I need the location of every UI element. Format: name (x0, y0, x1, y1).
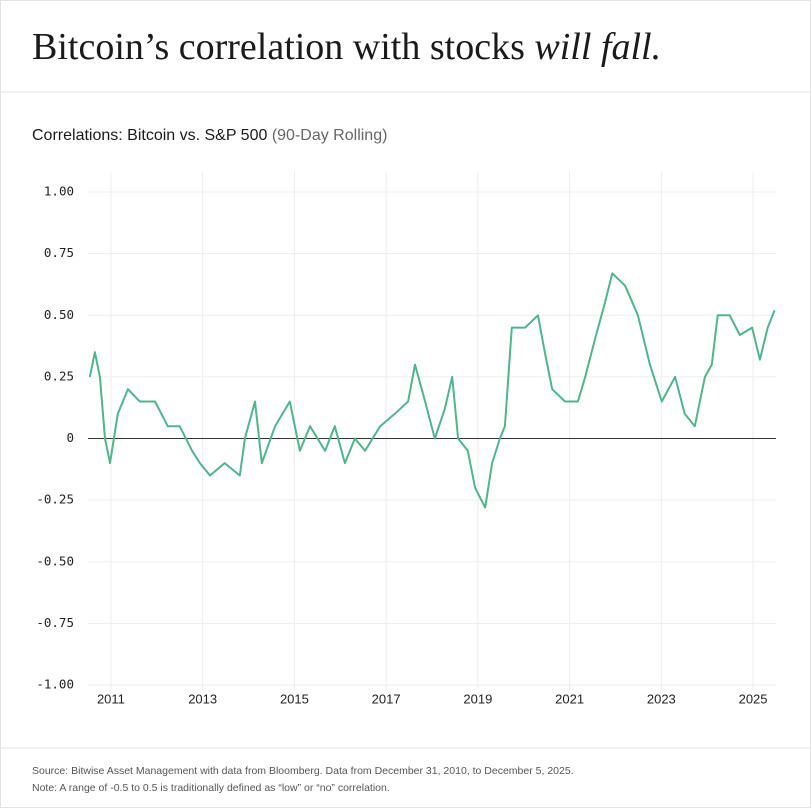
x-tick-label: 2013 (188, 691, 217, 706)
y-tick-label: -0.75 (36, 615, 74, 630)
chart-subtitle: (90-Day Rolling) (272, 127, 388, 144)
plot-area: 2011 2013 2015 2017 2019 2021 2023 2025 -1.00 -0.… (36, 172, 776, 706)
x-tick-label: 2023 (647, 691, 676, 706)
title-text: Bitcoin’s correlation with stocks (32, 26, 534, 68)
y-tick-label: -0.50 (36, 553, 74, 568)
chart-title-text: Correlations: Bitcoin vs. S&P 500 (32, 127, 267, 144)
x-tick-label: 2019 (463, 691, 492, 706)
x-tick-label: 2015 (280, 691, 309, 706)
page-title: Bitcoin’s correlation with stocks will f… (32, 26, 661, 68)
series-line (88, 272, 776, 509)
x-tick-label: 2021 (555, 691, 584, 706)
y-tick-label: -1.00 (36, 677, 74, 692)
y-tick-label: 0.50 (44, 307, 74, 322)
x-tick-label: 2017 (372, 691, 401, 706)
y-tick-label: 0.25 (44, 368, 74, 383)
x-tick-label: 2011 (97, 691, 125, 706)
title-emphasis: will fall. (534, 26, 661, 68)
footnote: Note: A range of -0.5 to 0.5 is traditio… (32, 782, 390, 794)
y-tick-label: -0.25 (36, 492, 74, 507)
y-tick-label: 0.75 (44, 245, 74, 260)
y-tick-label: 1.00 (44, 184, 74, 199)
source-note: Source: Bitwise Asset Management with da… (32, 765, 574, 777)
y-tick-label: 0 (66, 430, 74, 445)
x-tick-label: 2025 (739, 691, 768, 706)
chart-title: Correlations: Bitcoin vs. S&P 500 (90-Da… (32, 127, 387, 144)
